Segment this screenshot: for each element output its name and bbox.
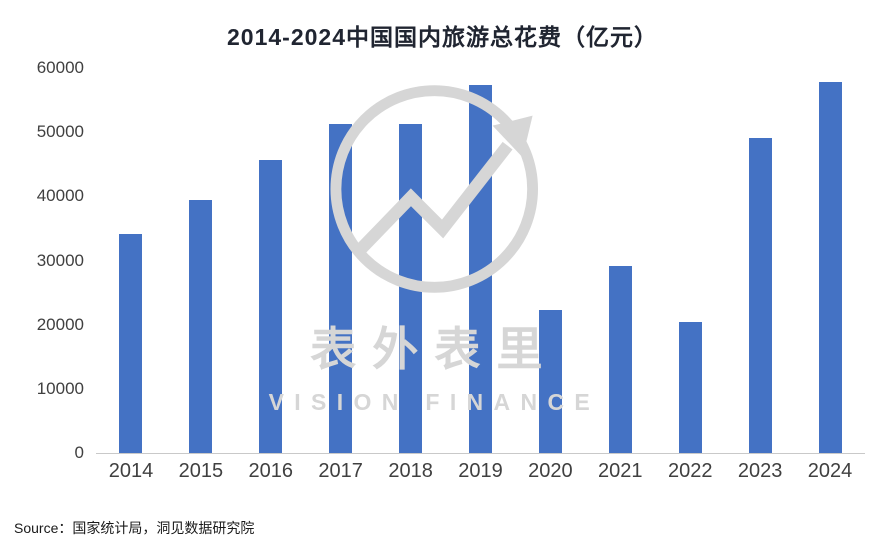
bar-2022: [678, 322, 702, 453]
bar-2021: [608, 265, 632, 453]
bar-column-2019: [446, 68, 516, 453]
bar-2016: [259, 160, 283, 453]
x-tick-label-2015: 2015: [178, 460, 224, 482]
bar-2015: [189, 200, 213, 453]
chart-title: 2014-2024中国国内旅游总花费（亿元）: [227, 24, 658, 50]
source-line: Source：国家统计局，洞见数据研究院: [14, 520, 255, 536]
bar-column-2024: [795, 68, 865, 453]
x-tick-label-2019: 2019: [458, 460, 503, 482]
plot-area: 表外表里 VISION FINANCE: [96, 68, 865, 454]
bar-2019: [468, 85, 492, 453]
x-tick-label-2020: 2020: [528, 460, 573, 482]
bar-2017: [329, 124, 353, 453]
y-tick-label: 0: [74, 443, 84, 462]
chart-body: 0 10000 20000 30000 40000 50000 60000 表外表里 VIS…: [0, 58, 885, 462]
bar-column-2022: [655, 68, 725, 453]
x-tick-label-2018: 2018: [388, 460, 433, 482]
bar-column-2017: [306, 68, 376, 453]
x-tick-label-2016: 2016: [248, 460, 294, 482]
x-tick-label-2021: 2021: [598, 460, 643, 482]
x-tick-label-2023: 2023: [737, 460, 783, 482]
y-tick-label: 50000: [36, 122, 84, 142]
bar-2018: [399, 124, 423, 453]
bar-column-2014: [96, 68, 166, 453]
x-tick-label-2022: 2022: [667, 460, 713, 482]
x-tick-label-2024: 2024: [807, 460, 853, 482]
x-tick-label-2014: 2014: [108, 460, 154, 482]
bar-2024: [818, 82, 842, 453]
bar-2020: [538, 309, 562, 453]
y-tick-label: 40000: [36, 186, 84, 206]
bar-2014: [119, 233, 143, 453]
bar-column-2023: [725, 68, 795, 453]
y-tick-label: 20000: [36, 314, 84, 334]
y-tick-label: 60000: [36, 58, 84, 77]
bar-column-2016: [236, 68, 306, 453]
x-tick-label-2017: 2017: [318, 460, 363, 482]
x-axis-labels: 2014 2015 2016 2017 2018 2019 2020 2021 2022 2023…: [96, 460, 865, 483]
bar-column-2018: [376, 68, 446, 453]
y-tick-label: 30000: [36, 250, 84, 270]
bar-column-2021: [585, 68, 655, 453]
bar-2023: [748, 137, 772, 453]
y-axis: 0 10000 20000 30000 40000 50000 60000: [0, 58, 96, 462]
bar-column-2015: [166, 68, 236, 453]
bar-column-2020: [515, 68, 585, 453]
y-tick-label: 10000: [36, 378, 84, 398]
